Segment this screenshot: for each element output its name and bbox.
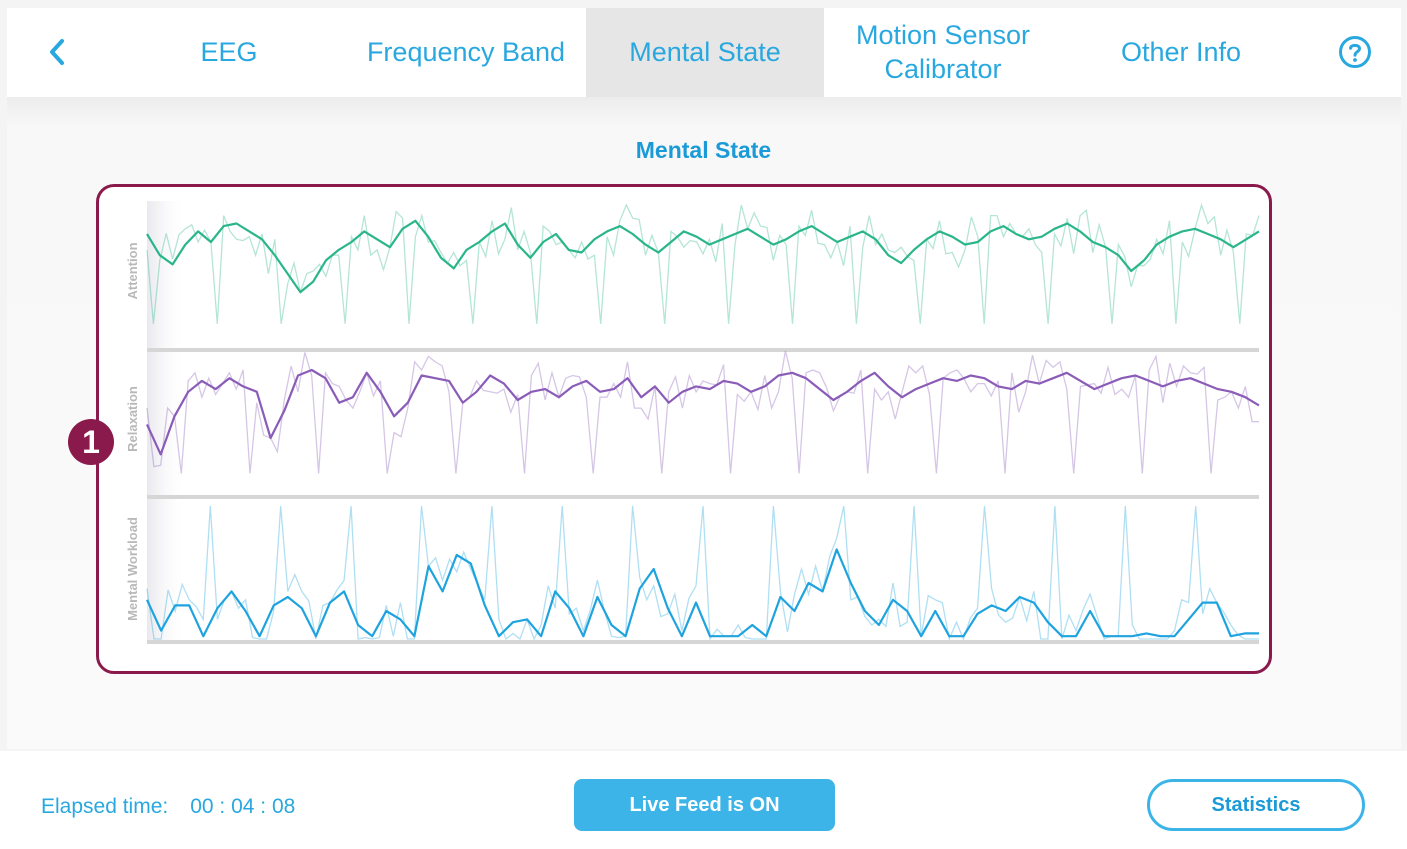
statistics-button[interactable]: Statistics: [1147, 779, 1365, 831]
help-button[interactable]: [1337, 34, 1373, 70]
live-feed-button[interactable]: Live Feed is ON: [574, 779, 835, 831]
elapsed-value: 00 : 04 : 08: [190, 795, 296, 818]
panel-label-relaxation: Relaxation: [125, 386, 140, 452]
series-line-mental-workload: [145, 548, 1259, 638]
tab-label: EEG: [200, 36, 258, 67]
tab-label: Frequency Band: [366, 36, 566, 67]
elapsed-time: Elapsed time: 00 : 04 : 08: [41, 795, 295, 819]
tab-label-line1: Motion Sensor: [855, 19, 1031, 50]
mental-state-plot: Attention Relaxation Mental Workload: [125, 201, 1260, 644]
chevron-left-icon: [50, 39, 64, 65]
plot-left-fade: [147, 201, 187, 641]
series-raw-trace-attention: [146, 202, 1260, 324]
tab-other-info[interactable]: Other Info: [1101, 8, 1261, 97]
page-title: Mental State: [635, 137, 772, 163]
series-raw-trace-mental-workload: [146, 505, 1259, 642]
tab-frequency-band[interactable]: Frequency Band: [353, 8, 579, 97]
tab-label: Mental State: [629, 36, 781, 67]
back-button[interactable]: [39, 34, 75, 70]
question-circle-icon: [1339, 36, 1371, 68]
series-raw-trace-relaxation: [146, 350, 1259, 474]
panel-label-mental-workload: Mental Workload: [125, 517, 140, 621]
mental-state-chart: Attention Relaxation Mental Workload: [96, 184, 1272, 674]
tab-mental-state[interactable]: Mental State: [586, 8, 824, 97]
series-line-attention: [146, 219, 1260, 294]
tab-label-line2: Calibrator: [884, 53, 1002, 84]
elapsed-label: Elapsed time:: [41, 795, 169, 818]
series-line-relaxation: [145, 368, 1260, 456]
top-navigation: EEG Frequency Band Mental State Motion S…: [7, 8, 1401, 97]
tab-label: Other Info: [1120, 36, 1242, 67]
panel-label-attention: Attention: [125, 242, 140, 299]
tab-motion-sensor-calibrator[interactable]: Motion Sensor Calibrator: [832, 8, 1054, 97]
tab-eeg[interactable]: EEG: [155, 8, 303, 97]
callout-badge: 1: [68, 419, 114, 465]
